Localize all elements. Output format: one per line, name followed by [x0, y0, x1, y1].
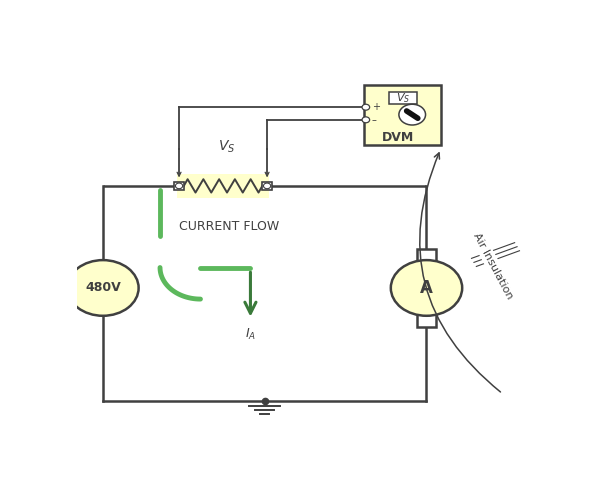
- Circle shape: [362, 104, 370, 110]
- Text: Air Insulation: Air Insulation: [472, 231, 515, 300]
- Text: CURRENT FLOW: CURRENT FLOW: [179, 220, 279, 233]
- Bar: [177, 174, 270, 198]
- Circle shape: [176, 183, 183, 189]
- FancyArrowPatch shape: [420, 153, 500, 392]
- Text: A: A: [420, 279, 433, 297]
- Bar: [389, 92, 416, 104]
- Circle shape: [362, 117, 370, 123]
- Text: $V_S$: $V_S$: [218, 139, 235, 155]
- Text: $I_A$: $I_A$: [245, 327, 256, 342]
- Circle shape: [399, 104, 426, 125]
- Text: +: +: [372, 102, 380, 112]
- Text: 480V: 480V: [85, 281, 121, 295]
- Text: –: –: [372, 115, 377, 125]
- Bar: [174, 182, 184, 189]
- Circle shape: [391, 260, 462, 316]
- Circle shape: [68, 260, 139, 316]
- FancyBboxPatch shape: [364, 85, 441, 145]
- Text: $V_S$: $V_S$: [395, 91, 410, 105]
- Text: DVM: DVM: [382, 131, 414, 144]
- Bar: [416, 249, 437, 327]
- Circle shape: [263, 183, 271, 189]
- Bar: [262, 182, 272, 189]
